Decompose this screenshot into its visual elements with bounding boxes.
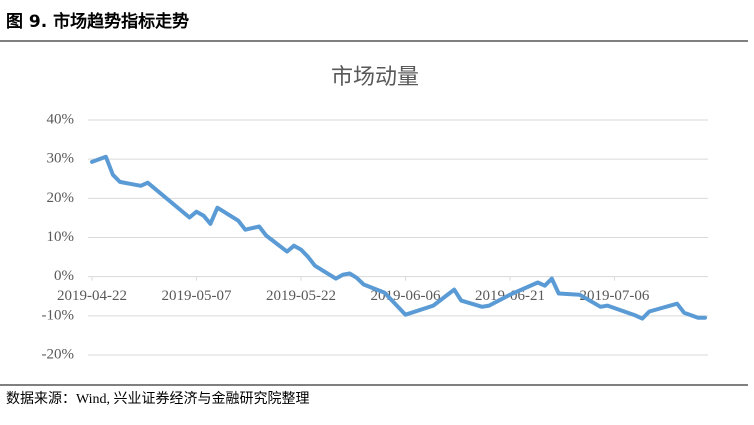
- x-tick-label: 2019-05-07: [161, 288, 231, 304]
- y-tick-label: 40%: [47, 111, 75, 127]
- data-line: [90, 154, 707, 321]
- source-note: 数据来源：Wind, 兴业证券经济与金融研究院整理: [6, 391, 310, 407]
- x-tick-label: 2019-07-06: [579, 288, 649, 304]
- y-tick-label: -10%: [42, 307, 75, 323]
- header-title: 图 9. 市场趋势指标走势: [6, 11, 189, 32]
- x-tick-label: 2019-04-22: [57, 288, 127, 304]
- x-tick-label: 2019-06-06: [370, 288, 440, 304]
- y-tick-label: 0%: [54, 268, 74, 284]
- x-tick-label: 2019-05-22: [266, 288, 336, 304]
- y-tick-label: 20%: [47, 190, 75, 206]
- chart-title: 市场动量: [331, 65, 419, 90]
- y-tick-label: -20%: [42, 346, 75, 362]
- y-tick-label: 10%: [47, 229, 75, 245]
- y-tick-label: 30%: [47, 151, 75, 167]
